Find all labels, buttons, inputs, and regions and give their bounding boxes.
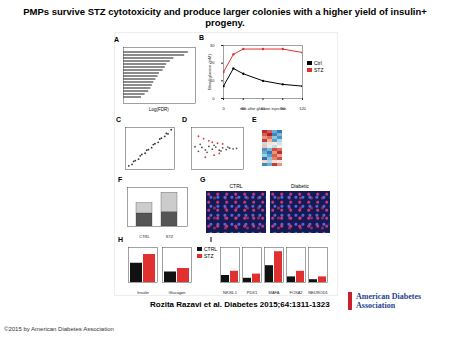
html-text:A: A (114, 36, 120, 43)
svg-text:Glucagon: Glucagon (168, 290, 185, 295)
svg-text:30: 30 (210, 43, 215, 48)
html-text:D: D (182, 116, 188, 123)
html-text:F: F (118, 176, 123, 183)
html-text:Diabetic: Diabetic (291, 183, 309, 189)
html-text:CTRL: CTRL (229, 183, 243, 189)
svg-text:Blood glucose (mM): Blood glucose (mM) (207, 54, 212, 90)
svg-text:0: 0 (212, 96, 215, 101)
svg-text:Insulin: Insulin (137, 290, 149, 295)
svg-text:STZ: STZ (166, 234, 174, 239)
svg-text:MAFA: MAFA (269, 290, 280, 295)
html-text:©2015 by American Diabetes Ass: ©2015 by American Diabetes Association (4, 326, 114, 332)
svg-text:10: 10 (210, 78, 215, 84)
html-text:B: B (199, 34, 205, 41)
html-text:H: H (118, 236, 124, 243)
html-text:STZ: STZ (314, 67, 324, 73)
svg-text:120: 120 (299, 106, 306, 111)
html-text:Log(FDR): Log(FDR) (149, 107, 169, 112)
svg-text:0: 0 (222, 106, 225, 111)
html-text:PMPs survive STZ cytotoxicity: PMPs survive STZ cytotoxicity and produc… (23, 6, 427, 28)
html-text:Rozita Razavi et al. Diabetes: Rozita Razavi et al. Diabetes 2015;64:13… (150, 300, 330, 309)
svg-text:20: 20 (210, 60, 215, 66)
html-text:CTRL: CTRL (204, 246, 218, 252)
svg-text:min after glucose injection: min after glucose injection (240, 106, 286, 111)
html-text:E: E (252, 116, 257, 123)
svg-text:NKX6.1: NKX6.1 (223, 290, 238, 295)
html-text:Ctrl: Ctrl (314, 60, 322, 66)
svg-text:FOXA2: FOXA2 (289, 290, 303, 295)
html-text:C: C (116, 116, 122, 123)
svg-text:CTRL: CTRL (139, 234, 150, 239)
html-text:I: I (210, 236, 212, 243)
svg-text:PDX1: PDX1 (247, 290, 258, 295)
html-text:American Diabetes Association: American Diabetes Association (356, 292, 422, 310)
svg-text:NEUROD1: NEUROD1 (308, 290, 328, 295)
html-text:STZ: STZ (204, 253, 214, 259)
html-text:G: G (200, 176, 206, 183)
